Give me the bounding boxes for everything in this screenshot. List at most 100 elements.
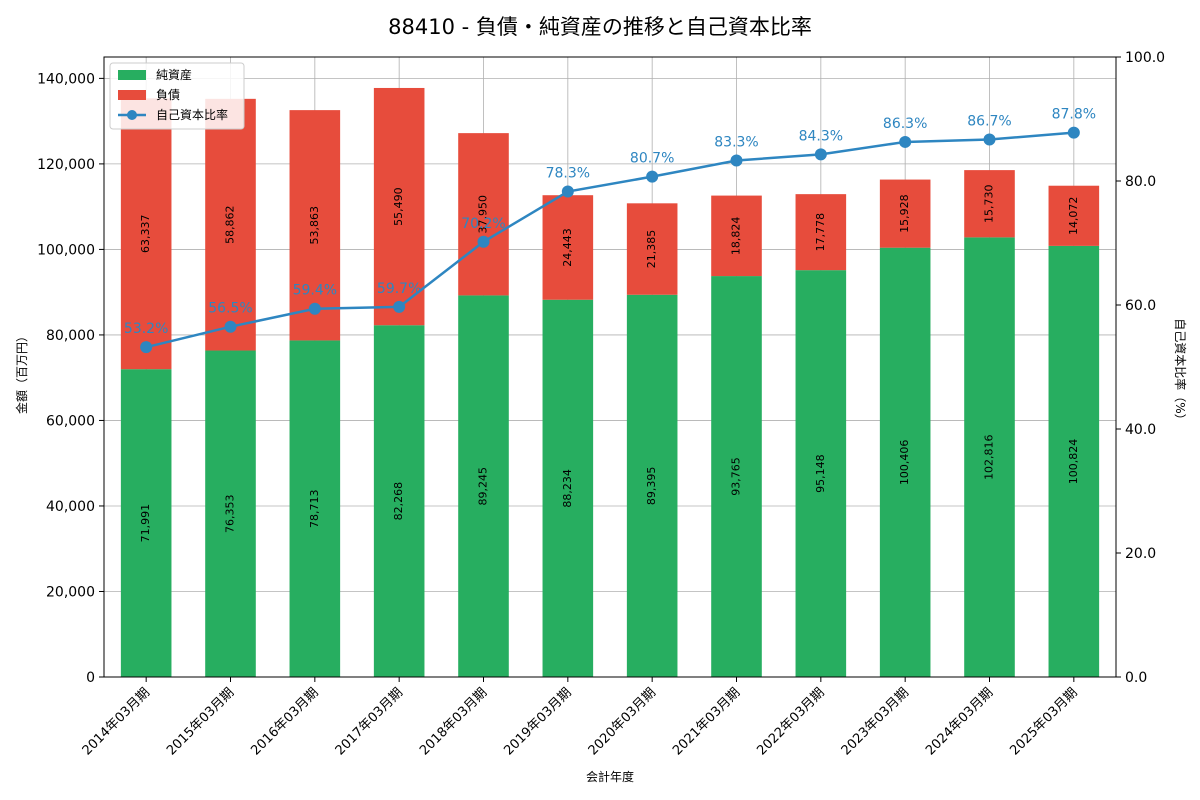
x-tick-label: 2020年03月期: [586, 685, 659, 758]
legend-label: 自己資本比率: [156, 107, 228, 122]
ratio-point: [477, 235, 490, 248]
bar-net-assets: [964, 237, 1015, 677]
ratio-point: [308, 302, 321, 315]
y2-tick-label: 0.0: [1125, 670, 1147, 686]
bar-value-label-liabilities: 58,862: [224, 205, 237, 244]
bar-liabilities: [795, 194, 847, 271]
legend-swatch: [118, 90, 146, 100]
bar-value-label-net-assets: 95,148: [814, 454, 827, 493]
y2-tick-label: 80.0: [1125, 174, 1156, 190]
bar-value-label-net-assets: 76,353: [224, 495, 237, 534]
ratio-point: [140, 341, 153, 354]
bar-value-label-liabilities: 24,443: [561, 228, 574, 266]
ratio-point: [899, 135, 912, 148]
bar-net-assets: [458, 295, 509, 677]
x-tick-label: 2024年03月期: [923, 685, 996, 758]
bar-value-label-net-assets: 100,406: [898, 440, 911, 486]
bar-net-assets: [373, 325, 425, 677]
y2-tick-label: 40.0: [1125, 422, 1156, 438]
bar-net-assets: [626, 294, 678, 677]
bar-value-label-net-assets: 82,268: [392, 482, 405, 521]
bar-value-label-liabilities: 15,730: [983, 184, 996, 223]
legend-label: 負債: [156, 87, 180, 102]
y2-tick-label: 60.0: [1125, 298, 1156, 314]
bar-net-assets: [120, 369, 172, 677]
ratio-label: 86.3%: [883, 116, 927, 132]
y2-tick-label: 100.0: [1125, 50, 1165, 66]
y-tick-label: 140,000: [37, 71, 95, 87]
x-tick-label: 2015年03月期: [164, 685, 237, 758]
y2-axis-label: 自己資本比率（%）: [1173, 318, 1188, 425]
ratio-polyline: [145, 131, 1074, 349]
bar-value-label-liabilities: 17,778: [814, 213, 827, 252]
ratio-point: [983, 133, 996, 146]
bar-net-assets: [289, 340, 341, 677]
bar-value-label-net-assets: 102,816: [983, 434, 996, 480]
ratio-point: [730, 154, 743, 167]
ratio-point: [814, 148, 827, 161]
bar-liabilities: [964, 170, 1015, 238]
ratio-label: 86.7%: [967, 113, 1011, 129]
x-tick-label: 2021年03月期: [670, 685, 743, 758]
ratio-label: 87.8%: [1052, 107, 1096, 123]
bar-value-label-net-assets: 78,713: [308, 489, 321, 528]
bar-value-label-liabilities: 14,072: [1067, 197, 1080, 236]
x-tick-label: 2017年03月期: [333, 685, 406, 758]
y-tick-label: 80,000: [46, 328, 95, 344]
bar-liabilities: [120, 98, 172, 370]
bar-value-label-liabilities: 63,337: [139, 215, 152, 254]
bar-liabilities: [373, 87, 425, 326]
x-tick-label: 2022年03月期: [754, 685, 827, 758]
bar-value-label-liabilities: 37,950: [477, 195, 490, 234]
y-tick-label: 100,000: [37, 242, 95, 258]
ratio-point: [561, 185, 574, 198]
ratio-label: 59.4%: [293, 283, 337, 299]
bar-net-assets: [205, 350, 256, 677]
bar-value-label-liabilities: 15,928: [898, 194, 911, 233]
ratio-label: 53.2%: [124, 321, 168, 337]
legend-swatch: [118, 70, 146, 80]
ratio-line: 53.2% 56.5% 59.4% 59.7% 70.2% 78.3% 80.7% 83.3%…: [124, 107, 1096, 354]
ratio-label: 84.3%: [799, 128, 843, 144]
bar-value-label-net-assets: 93,765: [730, 457, 743, 496]
bar-net-assets: [795, 270, 847, 677]
bar-net-assets: [1048, 245, 1100, 677]
bar-value-label-net-assets: 100,824: [1067, 439, 1080, 485]
y-tick-label: 40,000: [46, 499, 95, 515]
bar-liabilities: [711, 195, 762, 277]
bar-value-label-net-assets: 71,991: [139, 504, 152, 543]
bar-value-labels: 71,991 63,337 76,353 58,862 78,713 53,863 82,2…: [139, 184, 1080, 542]
ratio-label: 83.3%: [714, 135, 758, 151]
bar-value-label-net-assets: 89,245: [477, 467, 490, 506]
y-axis-label: 金額（百万円）: [14, 330, 29, 414]
bar-liabilities: [289, 110, 341, 341]
bar-liabilities: [458, 133, 509, 296]
ratio-label: 80.7%: [630, 151, 674, 167]
plot-frame: [103, 56, 1117, 678]
legend-label: 純資産: [156, 67, 192, 82]
chart-title: 88410 - 負債・純資産の推移と自己資本比率: [388, 15, 812, 39]
legend-marker: [127, 110, 137, 120]
x-tick-label: 2018年03月期: [417, 685, 490, 758]
y-tick-label: 120,000: [37, 157, 95, 173]
bar-value-label-liabilities: 53,863: [308, 206, 321, 245]
y-tick-label: 60,000: [46, 413, 95, 429]
ratio-point: [646, 170, 659, 183]
bar-value-label-liabilities: 18,824: [730, 217, 743, 256]
x-axis-label: 会計年度: [586, 769, 634, 784]
x-tick-label: 2014年03月期: [80, 685, 153, 758]
bar-value-label-liabilities: 21,385: [645, 230, 658, 269]
bar-liabilities: [542, 195, 594, 300]
bar-liabilities: [879, 179, 931, 248]
bar-value-label-liabilities: 55,490: [392, 187, 405, 226]
ratio-label: 56.5%: [208, 301, 252, 317]
bar-liabilities: [205, 98, 256, 351]
bars: [120, 87, 1100, 677]
ratio-label: 70.2%: [461, 216, 505, 232]
x-tick-label: 2016年03月期: [248, 685, 321, 758]
x-tick-label: 2025年03月期: [1007, 685, 1080, 758]
bar-net-assets: [711, 276, 762, 677]
ratio-point: [224, 320, 237, 333]
